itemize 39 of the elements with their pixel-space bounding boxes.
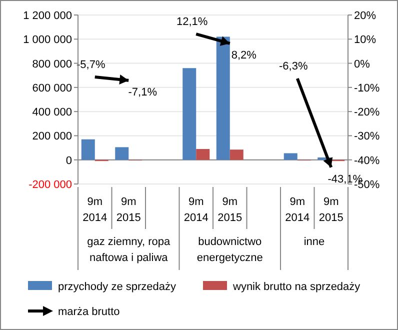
x-tick-label: 9m 2014 [184,196,208,224]
y2-tick-label: 20% [354,10,376,22]
x-tick-label: 9m 2015 [218,196,242,224]
legend-label: marża brutto [58,306,120,318]
legend-label: przychody ze sprzedaży [58,281,176,293]
y2-tick-label: 10% [354,34,376,46]
data-label: -7,1% [128,86,158,98]
y2-tick-label: -20% [354,106,380,119]
bar [284,153,298,160]
y-tick-label: 800 000 [32,58,72,70]
y-tick-label: -200 000 [28,179,72,191]
y-tick-label: 0 [66,154,72,167]
y2-tick-label: 0% [354,58,370,70]
y2-tick-label: -40% [354,154,380,167]
data-label: 8,2% [231,49,257,62]
y2-tick-label: -30% [354,130,380,143]
y-tick-label: 400 000 [32,106,72,119]
bar [182,68,196,160]
bar [230,150,244,160]
y-tick-label: 1 000 000 [23,34,72,46]
bar [216,36,230,160]
text: inne [304,236,325,248]
bar [196,148,210,160]
x-tick-label: 9m 2014 [285,196,310,224]
legend-label: wynik brutto na sprzedaży [232,281,361,293]
text: budownictwo energetyczne [196,236,263,264]
y-tick-label: 1 200 000 [23,10,72,22]
bar [115,147,129,160]
x-tick-label: 9m 2015 [318,196,344,224]
data-label: -6,3% [279,60,308,72]
data-label: 12,1% [176,16,208,28]
y-tick-label: 600 000 [32,82,72,94]
bar [81,139,95,160]
text: gaz ziemny, ropa naftowa i paliwa [87,236,171,264]
data-label: -5,7% [76,59,106,72]
x-tick-label: 9m 2015 [116,196,141,224]
y-tick-label: 200 000 [32,130,72,143]
y2-tick-label: -10% [354,82,380,94]
x-tick-label: 9m 2014 [82,196,108,224]
